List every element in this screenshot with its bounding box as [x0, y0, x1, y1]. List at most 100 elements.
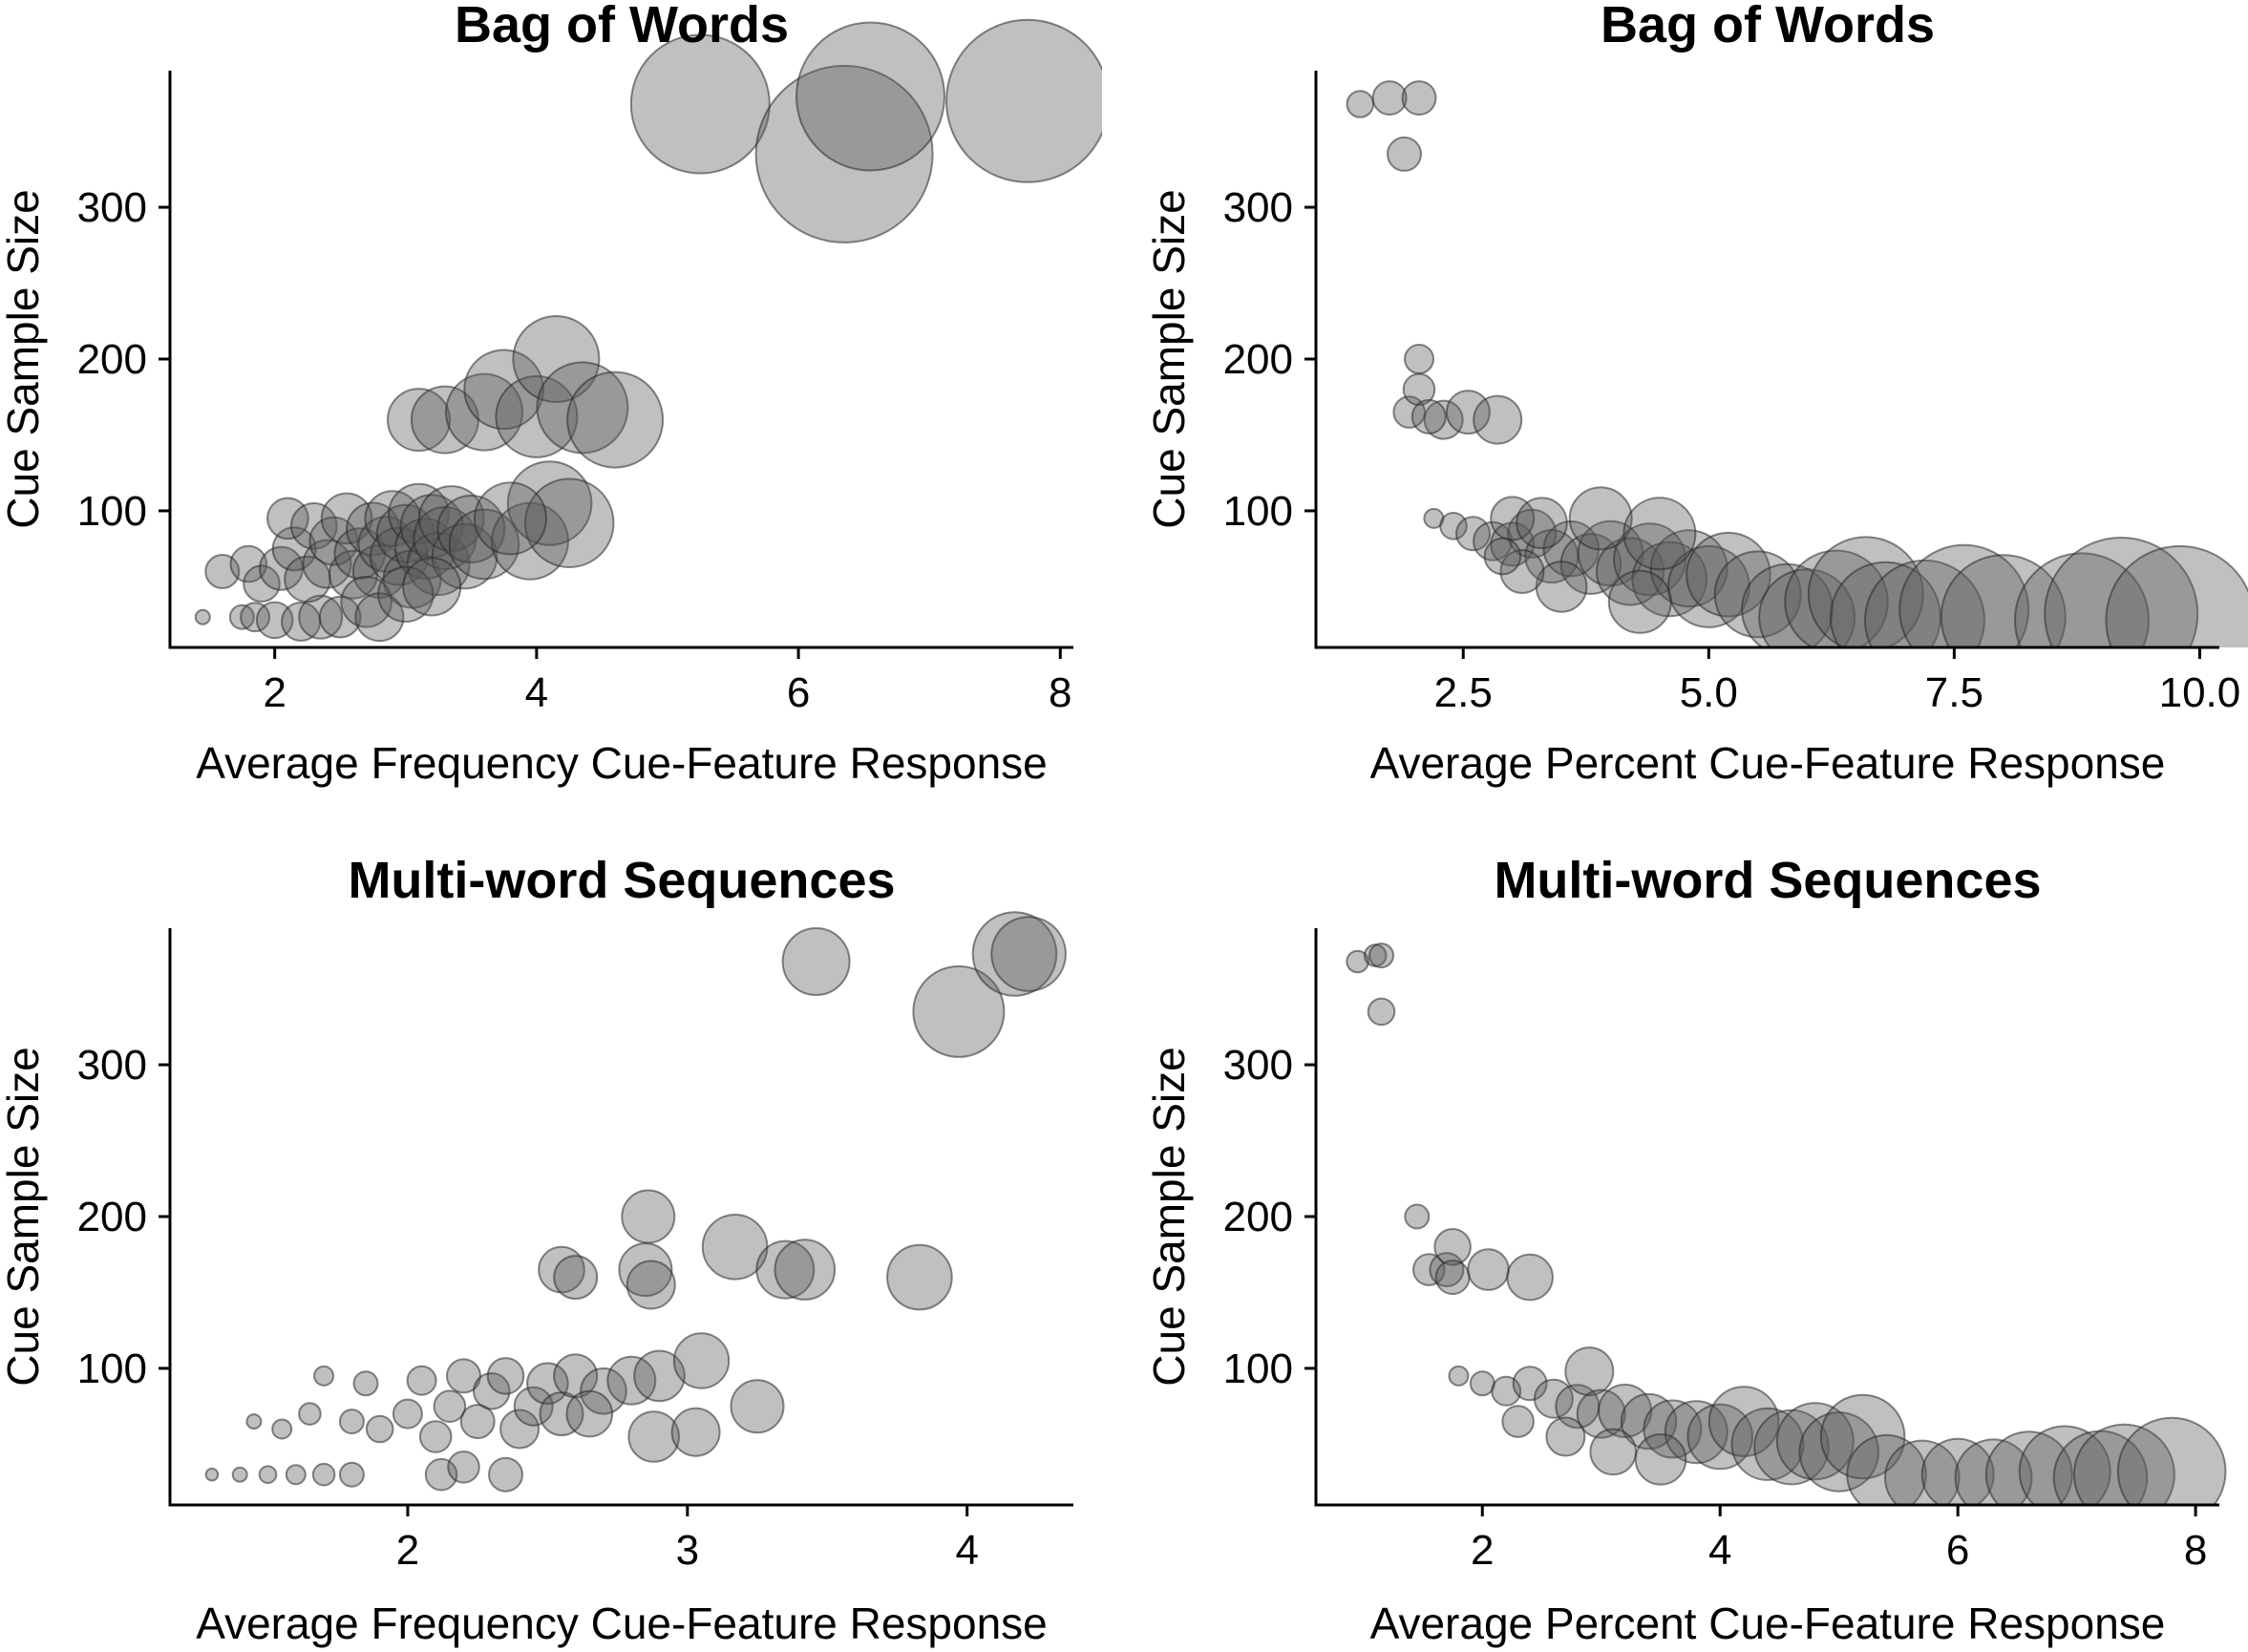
data-point	[266, 497, 309, 540]
data-point	[318, 595, 362, 639]
data-point	[298, 1402, 322, 1426]
data-point	[1798, 1411, 1879, 1493]
x-tick-label: 2	[1471, 1527, 1494, 1574]
data-point	[566, 371, 665, 469]
data-point	[1346, 90, 1375, 118]
data-point	[311, 1462, 336, 1487]
data-point	[670, 1407, 721, 1457]
points-group	[194, 18, 1102, 643]
x-tick-label: 4	[955, 1527, 978, 1574]
data-point	[1402, 372, 1436, 407]
data-point	[580, 1367, 627, 1415]
data-point	[536, 361, 629, 455]
x-tick-label: 6	[1946, 1527, 1969, 1574]
data-point	[1433, 1228, 1472, 1266]
data-point	[2116, 1416, 2227, 1505]
data-point	[1864, 559, 1985, 647]
x-tick-label: 3	[676, 1527, 699, 1574]
data-point	[499, 1408, 541, 1450]
data-point	[258, 1465, 278, 1484]
y-tick-label: 300	[1223, 1042, 1293, 1089]
y-axis-label: Cue Sample Size	[0, 189, 48, 528]
data-point	[781, 927, 851, 996]
data-point	[1499, 549, 1545, 594]
data-point	[1666, 544, 1750, 628]
y-tick-label: 300	[1223, 184, 1293, 231]
data-point	[402, 557, 462, 617]
data-point	[512, 315, 601, 403]
y-tick-label: 200	[1223, 1194, 1293, 1240]
data-point	[1404, 1203, 1431, 1230]
data-point	[424, 1457, 458, 1492]
data-point	[228, 604, 255, 630]
data-point	[1730, 1407, 1805, 1481]
panel-bag-of-words-frequency: 2 4 6 8 100 200 300 Bag of Words Average Frequen…	[0, 0, 1102, 788]
data-point	[629, 33, 771, 175]
data-point	[418, 1420, 453, 1453]
data-point	[1568, 486, 1633, 551]
y-axis-label: Cue Sample Size	[1144, 1047, 1194, 1386]
data-point	[486, 1357, 525, 1395]
data-point	[474, 481, 547, 556]
data-point	[243, 564, 281, 604]
x-tick-label: 8	[1049, 669, 1071, 716]
data-point	[433, 1389, 467, 1423]
data-point	[553, 1255, 599, 1301]
data-point	[1512, 1366, 1548, 1402]
x-tick-label: 6	[787, 669, 810, 716]
data-point	[387, 388, 451, 453]
data-point	[1501, 1405, 1535, 1438]
data-point	[1940, 554, 2067, 647]
data-point	[1410, 398, 1447, 434]
data-point	[633, 1349, 686, 1403]
panel-bag-of-words-percent: 2.5 5.0 7.5 10.0 100 200 300 Bag of Words Averag…	[1144, 0, 2248, 788]
data-point	[1371, 80, 1408, 116]
data-point	[1367, 997, 1396, 1027]
data-point	[1607, 569, 1672, 634]
y-tick-label: 200	[1223, 336, 1293, 383]
data-point	[1368, 942, 1394, 969]
data-point	[229, 544, 268, 583]
data-point	[1545, 1416, 1586, 1457]
data-point	[245, 1413, 263, 1430]
data-point	[627, 1410, 681, 1463]
data-point	[418, 485, 485, 552]
data-point	[795, 21, 945, 172]
data-point	[1401, 80, 1437, 116]
data-point	[204, 1467, 220, 1482]
data-point	[1467, 1248, 1510, 1291]
data-point	[459, 1404, 496, 1440]
data-point	[271, 1418, 293, 1440]
data-point	[1589, 1428, 1637, 1476]
y-tick-label: 100	[1223, 488, 1293, 535]
points-group	[1346, 80, 2248, 647]
data-point	[754, 64, 934, 244]
x-tick-label: 5.0	[1680, 669, 1738, 716]
panel-title: Multi-word Sequences	[348, 852, 895, 909]
y-tick-label: 200	[77, 1194, 147, 1240]
data-point	[2018, 1425, 2111, 1505]
x-tick-label: 7.5	[1925, 669, 1983, 716]
data-point	[730, 1379, 785, 1434]
data-point	[448, 508, 520, 581]
data-point	[1634, 1433, 1687, 1486]
data-point	[240, 602, 271, 633]
panel-title: Bag of Words	[455, 0, 789, 53]
data-point	[755, 1239, 816, 1300]
data-point	[352, 1370, 379, 1397]
panel-multi-word-frequency: 2 3 4 100 200 300 Multi-word Sequences Average …	[0, 852, 1073, 1648]
data-point	[446, 1358, 481, 1394]
data-point	[774, 1239, 837, 1301]
y-axis-label: Cue Sample Size	[1144, 189, 1194, 528]
data-point	[2105, 544, 2248, 647]
x-tick-label: 4	[1708, 1527, 1731, 1574]
data-point	[1483, 537, 1522, 576]
x-tick-label: 4	[525, 669, 548, 716]
x-tick-label: 10.0	[2159, 669, 2241, 716]
data-point	[1954, 1438, 2033, 1505]
data-point	[2014, 552, 2150, 647]
data-point	[1643, 1399, 1703, 1459]
y-tick-label: 300	[77, 1042, 147, 1089]
data-point	[2044, 537, 2199, 647]
